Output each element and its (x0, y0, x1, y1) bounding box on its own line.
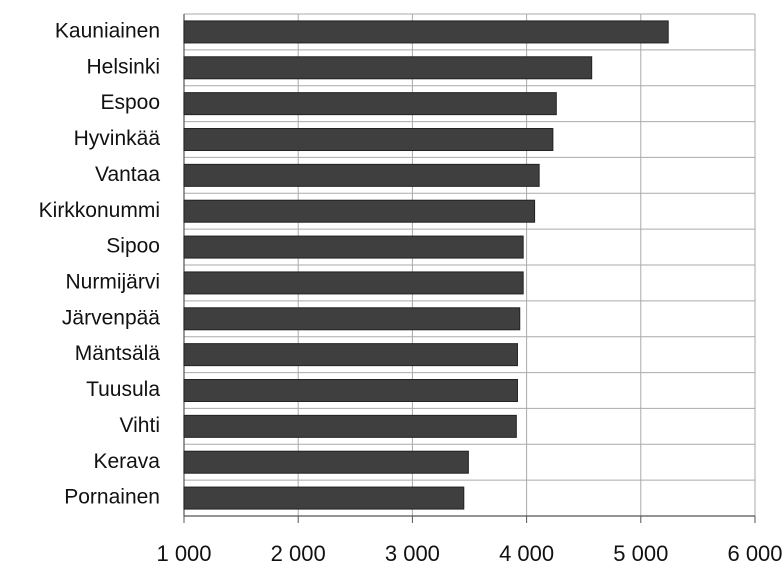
bar (183, 163, 540, 187)
y-tick-label: Hyvinkää (74, 127, 161, 150)
bar (183, 92, 557, 116)
y-tick-label: Järvenpää (62, 306, 160, 329)
x-tick-label: 6 000 (727, 541, 782, 566)
bar (183, 450, 469, 474)
bar (183, 271, 524, 295)
y-tick-label: Kirkkonummi (39, 199, 160, 222)
y-tick-label: Sipoo (106, 235, 160, 258)
y-tick-label: Vihti (120, 414, 160, 437)
y-tick-label: Mäntsälä (75, 342, 161, 365)
y-tick-label: Tuusula (86, 378, 160, 401)
bar (183, 379, 518, 402)
y-tick-label: Vantaa (95, 163, 160, 186)
x-tick-label: 3 000 (385, 541, 440, 566)
y-tick-label: Espoo (100, 91, 160, 114)
bar (183, 307, 521, 331)
x-tick-label: 1 000 (156, 541, 211, 566)
bar (183, 199, 536, 223)
bar (183, 56, 593, 80)
x-tick-label: 5 000 (613, 541, 668, 566)
y-tick-label: Pornainen (64, 486, 160, 509)
y-tick-label: Nurmijärvi (66, 270, 161, 293)
bar (183, 128, 554, 151)
bar (183, 414, 517, 438)
bar (183, 235, 524, 259)
y-tick-label: Helsinki (86, 55, 160, 78)
bar (183, 343, 518, 367)
y-tick-label: Kauniainen (55, 19, 160, 42)
y-tick-label: Kerava (93, 450, 160, 473)
x-tick-label: 4 000 (499, 541, 554, 566)
x-tick-label: 2 000 (271, 541, 326, 566)
bar (183, 486, 465, 510)
bar (183, 20, 669, 44)
